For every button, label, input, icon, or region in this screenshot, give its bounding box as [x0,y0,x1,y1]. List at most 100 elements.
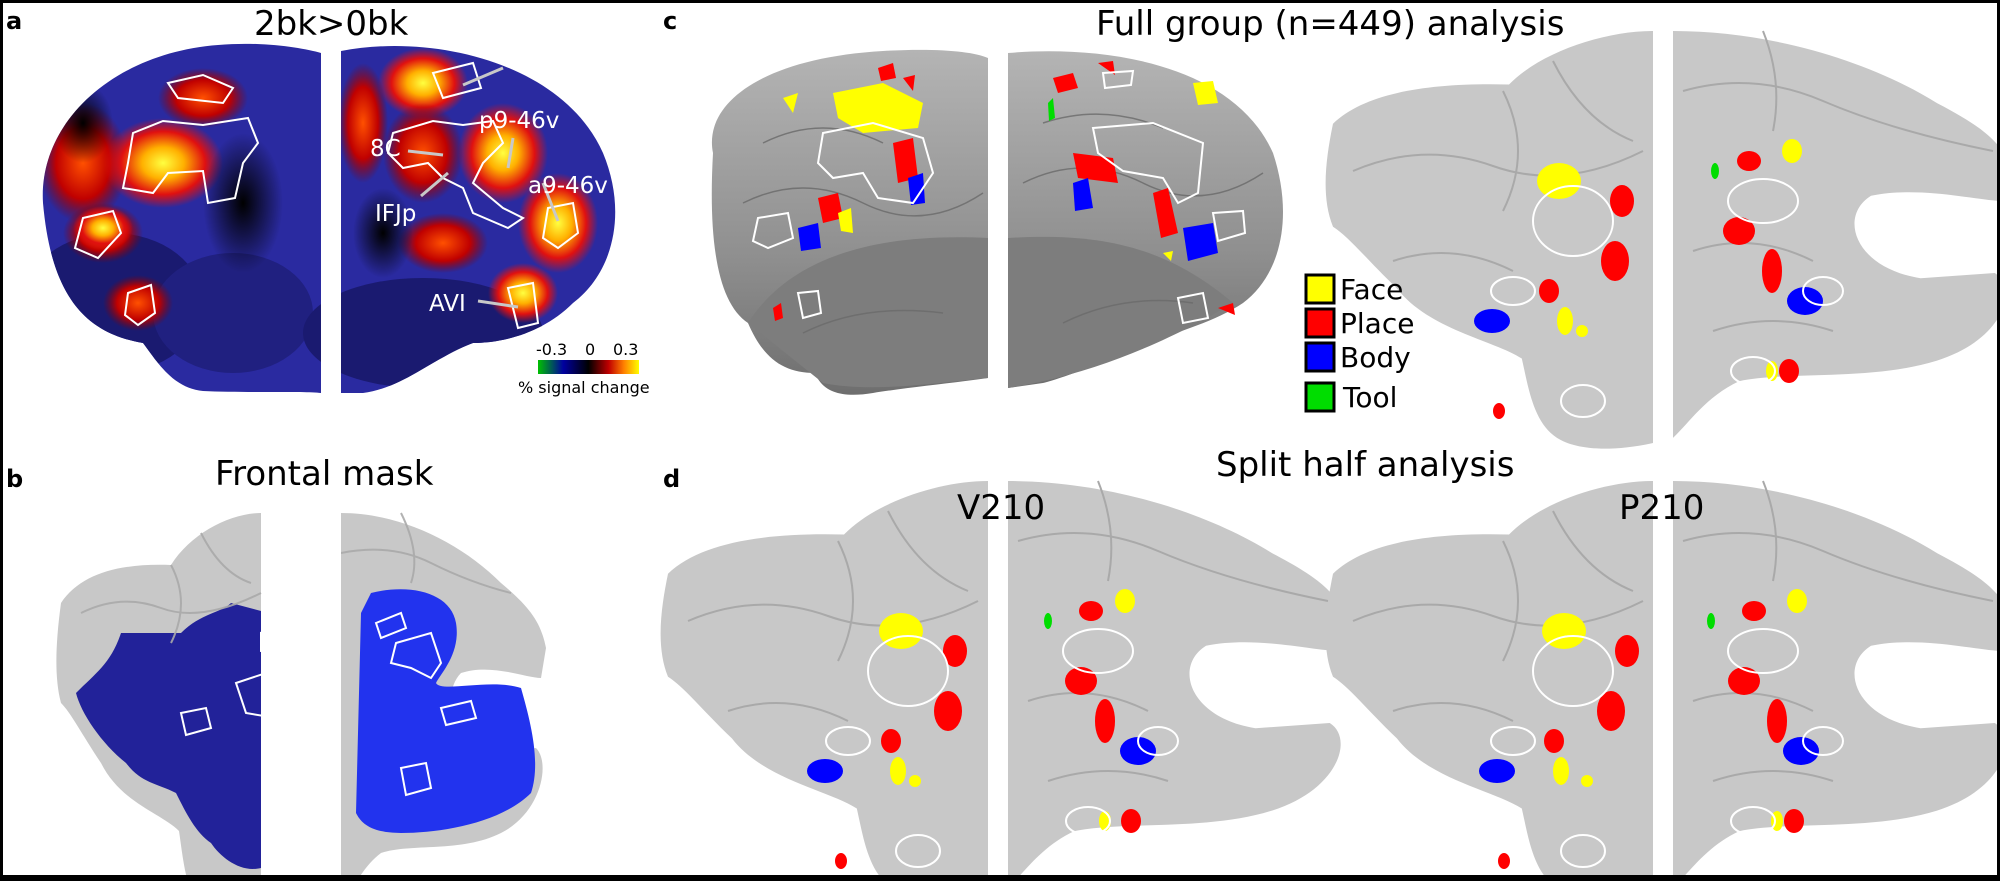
colorbar-tick-max: 0.3 [613,340,638,359]
roi-blob [1784,809,1804,833]
roi-blob [1597,691,1625,731]
panel-d-p210-flatmap-left [1325,481,1653,875]
panel-c-3d-outlines [751,69,1247,325]
panel-d-v210-flatmap-right [1008,480,1347,875]
roi-blob [1557,307,1573,335]
roi-blob [1711,163,1719,179]
roi-blob [1553,757,1569,785]
roi-blob [1474,309,1510,333]
roi-blob [1762,249,1782,293]
panel-c-flatmap-left [1325,31,1653,449]
figure-canvas: i6-8 8C p9-46v IFJp a9-46v AVI -0.3 0 0.… [42,26,1997,875]
roi-outline [1727,628,1799,674]
roi-blob [1782,139,1802,163]
roi-blob [1728,667,1760,695]
roi-blob [1576,325,1588,337]
panel-b-mask [56,508,546,875]
roi-outline [1802,726,1844,756]
hemisphere-gap [1655,26,1671,456]
panel-letter-d: d [663,465,681,493]
panel-letter-b: b [6,465,24,493]
panel-b-title: Frontal mask [215,454,434,494]
roi-outline [825,726,871,756]
colorbar-tick-zero: 0 [585,340,595,359]
roi-blob [1767,699,1787,743]
roi-blob [1779,359,1799,383]
roi-outline [1730,356,1776,386]
roi-blob [1581,775,1593,787]
legend-label-tool: Tool [1342,381,1397,414]
legend-label-body: Body [1340,341,1411,374]
roi-blob [1121,809,1141,833]
flatmaps-group [660,26,1997,875]
roi-blob [1079,601,1103,621]
roi-blob [1723,217,1755,245]
roi-blob [1787,287,1823,315]
colorbar-gradient [538,360,639,374]
roi-blob [943,635,967,667]
roi-outline [1490,726,1536,756]
panel-c-brain3d [711,49,1283,395]
roi-blob [1737,151,1761,171]
roi-outline [1730,806,1776,836]
colorbar-label: % signal change [518,378,650,397]
roi-outline [1560,384,1606,418]
roi-blob [1544,729,1564,753]
roi-outline [1137,726,1179,756]
roi-blob [807,759,843,783]
roi-blob [1707,613,1715,629]
panel-d-title: Split half analysis [1216,445,1515,485]
roi-outline [1532,185,1614,257]
panel-c-title: Full group (n=449) analysis [1096,4,1565,44]
roi-blob [1539,279,1559,303]
roi-outline [1490,276,1536,306]
roi-blob [1610,185,1634,217]
panel-d-subtitle-v210: V210 [957,488,1045,528]
roi-blob [1044,613,1052,629]
label-p9-46v: p9-46v [479,108,559,134]
roi-blob [1095,699,1115,743]
panel-d-p210-flatmap [1325,476,1997,875]
roi-outline [1560,834,1606,868]
panel-letter-a: a [6,7,23,35]
legend-swatch-face [1304,273,1336,305]
legend-label-face: Face [1340,273,1403,306]
roi-outline [895,834,941,868]
roi-outline [1532,635,1614,707]
roi-blob [1742,601,1766,621]
colorbar: -0.3 0 0.3 % signal change [518,340,650,397]
roi-blob [1493,403,1505,419]
legend-swatch-tool [1304,381,1336,413]
figure: a b c d 2bk>0bk Frontal mask Full group … [3,3,1997,875]
roi-blob [835,853,847,869]
roi-blob [1120,737,1156,765]
panel-c-flatmap [1325,26,1997,456]
roi-blob [1783,737,1819,765]
hemisphere-gap [1655,476,1671,875]
roi-blob [909,775,921,787]
category-legend: Face Place Body Tool [1304,273,1414,414]
panel-letter-c: c [663,7,678,35]
legend-swatch-place [1304,307,1336,339]
roi-blob [1787,589,1807,613]
roi-blob [1615,635,1639,667]
roi-blob [1479,759,1515,783]
legend-label-place: Place [1340,307,1414,340]
panel-c-3d-rois [773,61,1235,321]
roi-outline [1727,178,1799,224]
roi-outline [867,635,949,707]
label-a9-46v: a9-46v [528,173,608,199]
roi-outline [1065,806,1111,836]
roi-blob [1498,853,1510,869]
label-ifjp: IFJp [375,201,416,227]
label-avi: AVI [429,291,466,317]
panel-d-p210-flatmap-right [1673,480,1997,875]
roi-outline [1802,276,1844,306]
roi-blob [1115,589,1135,613]
colorbar-tick-min: -0.3 [536,340,567,359]
panel-d-v210-flatmap [660,476,1347,875]
roi-blob [1537,163,1581,199]
panel-c-flatmap-right [1673,30,1997,438]
label-8c: 8C [370,136,401,162]
legend-swatch-body [1304,341,1336,373]
